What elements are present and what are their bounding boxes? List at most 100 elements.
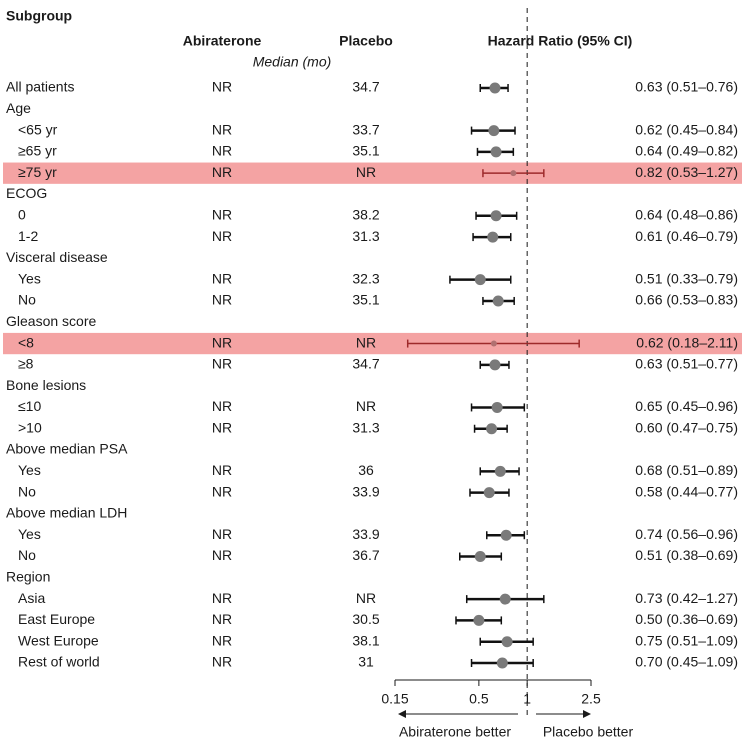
subgroup-label: Yes — [18, 270, 41, 286]
placebo-median: 38.2 — [352, 206, 379, 222]
hr-label: 0.68 (0.51–0.89) — [635, 462, 738, 478]
right-direction-label: Placebo better — [543, 724, 634, 740]
placebo-median: 38.1 — [352, 632, 379, 648]
placebo-median: 33.9 — [352, 526, 379, 542]
group-label: Bone lesions — [6, 377, 86, 393]
subgroup-label: >10 — [18, 419, 42, 435]
hr-point — [496, 657, 508, 669]
hr-point — [473, 614, 485, 626]
group-label: Region — [6, 569, 50, 585]
abiraterone-median: NR — [212, 121, 232, 137]
median-subheader: Median (mo) — [253, 54, 332, 70]
abiraterone-median: NR — [212, 228, 232, 244]
abiraterone-median: NR — [212, 483, 232, 499]
hr-label: 0.65 (0.45–0.96) — [635, 398, 738, 414]
hr-label: 0.82 (0.53–1.27) — [635, 164, 738, 180]
hr-point — [489, 359, 501, 371]
subgroup-label: <8 — [18, 334, 34, 350]
placebo-median: NR — [356, 334, 376, 350]
hr-point — [494, 465, 506, 477]
group-label: Visceral disease — [6, 249, 108, 265]
highlight-bands — [3, 162, 742, 355]
hr-label: 0.50 (0.36–0.69) — [635, 611, 738, 627]
placebo-median: 31.3 — [352, 419, 379, 435]
hr-label: 0.64 (0.49–0.82) — [635, 143, 738, 159]
group-label: Gleason score — [6, 313, 96, 329]
hr-point — [486, 423, 498, 435]
abiraterone-median: NR — [212, 547, 232, 563]
abiraterone-median: NR — [212, 164, 232, 180]
x-tick-label: 2.5 — [581, 691, 601, 707]
hr-point — [474, 274, 486, 286]
hr-point — [491, 401, 503, 413]
placebo-header: Placebo — [339, 33, 393, 49]
hr-label: 0.61 (0.46–0.79) — [635, 228, 738, 244]
abiraterone-median: NR — [212, 334, 232, 350]
highlight-band — [3, 332, 742, 355]
abiraterone-median: NR — [212, 270, 232, 286]
hr-label: 0.66 (0.53–0.83) — [635, 292, 738, 308]
placebo-median: 31.3 — [352, 228, 379, 244]
abiraterone-median: NR — [212, 206, 232, 222]
subgroup-label: West Europe — [18, 632, 99, 648]
hr-point — [501, 636, 513, 648]
placebo-median: 36 — [358, 462, 374, 478]
abiraterone-median: NR — [212, 654, 232, 670]
group-label: Above median PSA — [6, 441, 128, 457]
abiraterone-median: NR — [212, 590, 232, 606]
subgroup-label: ≥8 — [18, 356, 34, 372]
highlight-band — [3, 162, 742, 184]
subgroup-label: <65 yr — [18, 121, 58, 137]
abiraterone-median: NR — [212, 462, 232, 478]
placebo-median: 33.9 — [352, 483, 379, 499]
hr-label: 0.74 (0.56–0.96) — [635, 526, 738, 542]
placebo-median: 30.5 — [352, 611, 379, 627]
hr-label: 0.75 (0.51–1.09) — [635, 632, 738, 648]
hr-label: 0.63 (0.51–0.77) — [635, 356, 738, 372]
placebo-median: 32.3 — [352, 270, 379, 286]
abiraterone-median: NR — [212, 632, 232, 648]
hr-point — [489, 82, 501, 94]
hr-point — [500, 529, 512, 541]
placebo-median: 33.7 — [352, 121, 379, 137]
hr-label: 0.70 (0.45–1.09) — [635, 654, 738, 670]
subgroup-label: 0 — [18, 206, 26, 222]
placebo-median: NR — [356, 164, 376, 180]
subgroup-label: Rest of world — [18, 654, 100, 670]
subgroup-label: ≤10 — [18, 398, 41, 414]
subgroup-header: Subgroup — [6, 8, 72, 24]
hr-label: 0.63 (0.51–0.76) — [635, 79, 738, 95]
subgroup-label: ≥65 yr — [18, 143, 57, 159]
placebo-median: 36.7 — [352, 547, 379, 563]
subgroup-label: No — [18, 547, 36, 563]
hr-point — [499, 593, 511, 605]
placebo-median: NR — [356, 590, 376, 606]
subgroup-label: Yes — [18, 526, 41, 542]
abiraterone-header: Abiraterone — [183, 33, 262, 49]
hr-label: 0.62 (0.45–0.84) — [635, 121, 738, 137]
abiraterone-median: NR — [212, 419, 232, 435]
hr-point — [487, 231, 499, 243]
subgroup-label: ≥75 yr — [18, 164, 57, 180]
hr-point — [492, 295, 504, 307]
left-direction-label: Abiraterone better — [399, 724, 511, 740]
abiraterone-median: NR — [212, 398, 232, 414]
abiraterone-median: NR — [212, 356, 232, 372]
x-tick-label: 1 — [523, 691, 531, 707]
hazard-ratio-header: Hazard Ratio (95% CI) — [488, 33, 633, 49]
hr-point — [490, 210, 502, 222]
hr-point — [488, 125, 500, 137]
placebo-median: NR — [356, 398, 376, 414]
x-tick-label: 0.5 — [469, 691, 489, 707]
hr-point — [490, 146, 502, 158]
hr-label: 0.73 (0.42–1.27) — [635, 590, 738, 606]
subgroup-label: East Europe — [18, 611, 95, 627]
hr-point — [474, 551, 486, 563]
hr-label: 0.64 (0.48–0.86) — [635, 206, 738, 222]
hr-label: 0.58 (0.44–0.77) — [635, 483, 738, 499]
placebo-median: 35.1 — [352, 143, 379, 159]
placebo-median: 34.7 — [352, 79, 379, 95]
group-label: ECOG — [6, 185, 47, 201]
hr-point — [510, 170, 517, 177]
